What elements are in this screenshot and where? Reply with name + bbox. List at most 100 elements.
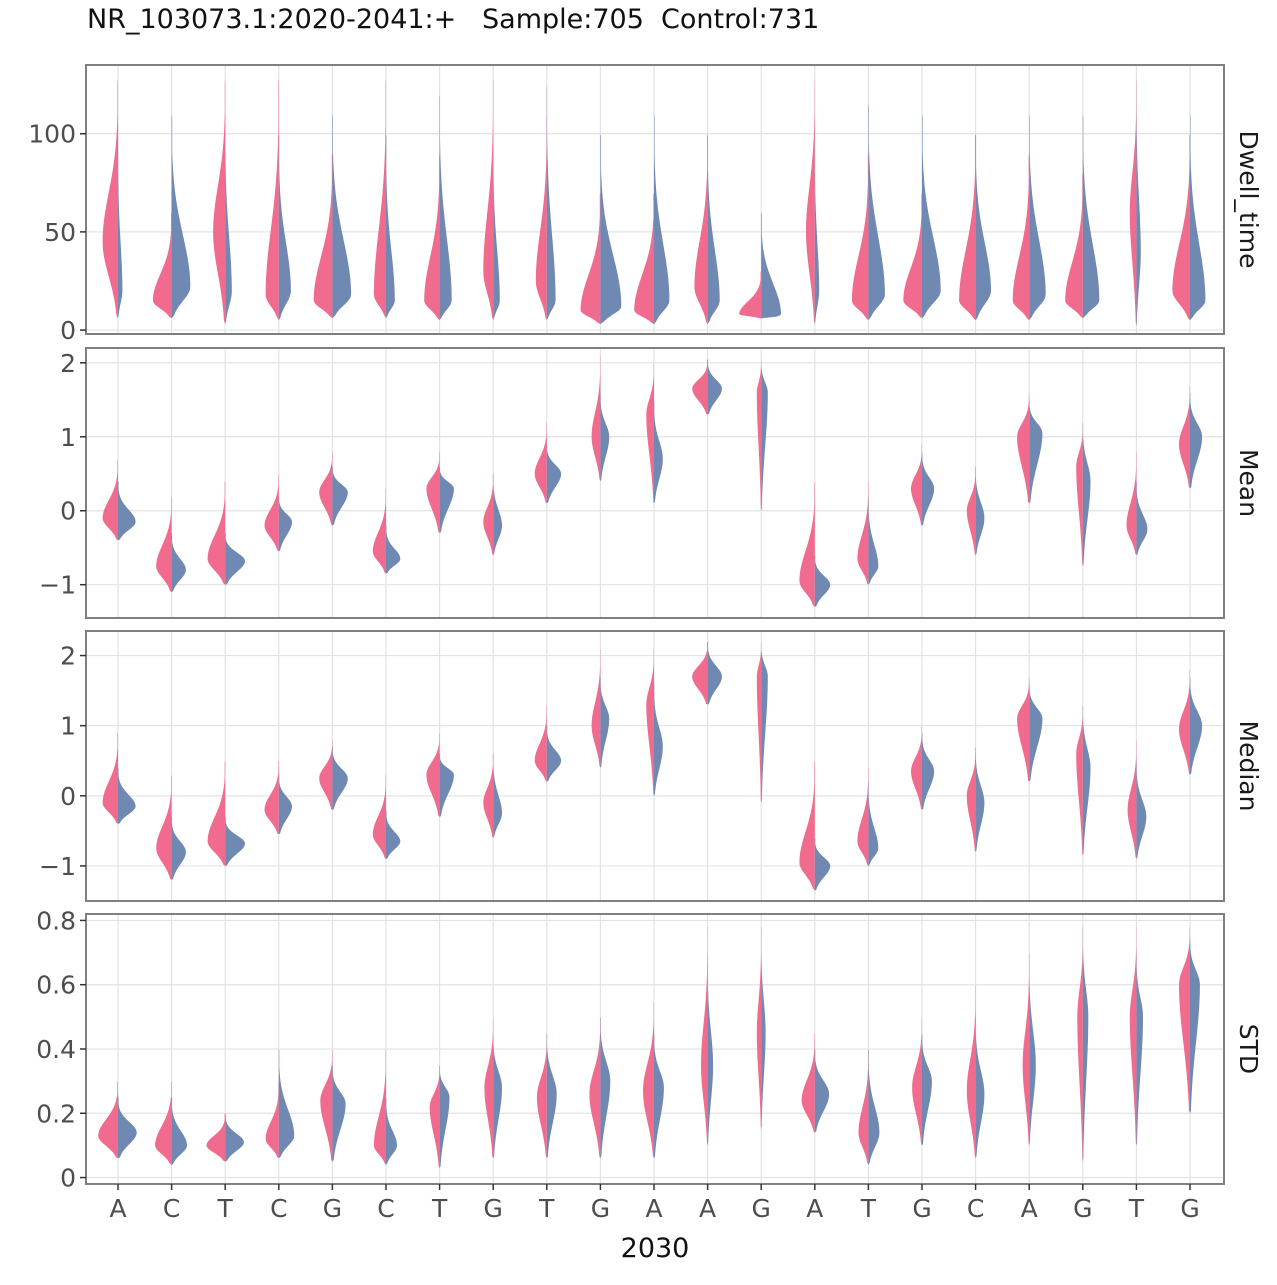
violin-control-median-2 <box>225 816 245 866</box>
violin-control-dwell_time-8 <box>546 84 556 321</box>
violin-control-std-15 <box>922 1032 932 1146</box>
violin-control-median-14 <box>868 781 879 866</box>
violin-control-std-0 <box>118 1097 137 1159</box>
violin-sample-median-10 <box>646 648 654 796</box>
violins <box>102 78 1206 327</box>
y-tick-label: −1 <box>39 852 76 881</box>
violin-control-median-18 <box>1082 704 1091 856</box>
violin-sample-median-15 <box>911 725 922 810</box>
violin-sample-std-12 <box>756 926 762 1130</box>
violin-control-dwell_time-18 <box>1082 114 1100 319</box>
violin-sample-mean-18 <box>1076 421 1083 567</box>
violin-sample-mean-2 <box>207 481 226 585</box>
violin-control-dwell_time-16 <box>975 133 991 321</box>
violin-control-std-11 <box>707 952 714 1146</box>
violin-control-mean-12 <box>761 359 768 511</box>
violin-control-std-7 <box>493 1032 502 1159</box>
violin-sample-std-11 <box>701 926 708 1146</box>
violin-control-mean-7 <box>493 473 502 556</box>
y-tick-label: 50 <box>44 218 76 247</box>
violin-control-median-8 <box>546 725 562 782</box>
violin-control-dwell_time-12 <box>761 212 781 319</box>
violin-control-mean-6 <box>439 466 454 533</box>
violin-control-mean-11 <box>707 359 722 415</box>
violin-sample-std-19 <box>1129 926 1137 1146</box>
y-tick-label: 0 <box>60 782 76 811</box>
facet-panel-mean: −1 0 1 2 Mean <box>39 347 1263 619</box>
violins <box>102 641 1203 891</box>
x-tick-label: A <box>1021 1194 1038 1223</box>
violin-control-median-20 <box>1190 676 1203 775</box>
violin-control-mean-17 <box>1029 399 1043 504</box>
violin-control-dwell_time-6 <box>439 94 452 321</box>
violin-control-median-5 <box>386 809 401 859</box>
violin-sample-std-4 <box>320 1049 333 1162</box>
violin-control-std-12 <box>761 926 766 1130</box>
violin-sample-mean-13 <box>799 481 815 607</box>
violin-control-mean-5 <box>386 525 401 574</box>
violin-sample-std-18 <box>1077 926 1083 1162</box>
violin-control-mean-15 <box>922 451 935 526</box>
x-tick-label: G <box>752 1194 771 1223</box>
strip-label-std: STD <box>1234 1024 1263 1074</box>
x-tick-label: T <box>1128 1194 1145 1223</box>
violin-control-median-16 <box>975 746 985 852</box>
x-tick-label: G <box>323 1194 342 1223</box>
violin-sample-median-7 <box>483 753 494 838</box>
y-tick-label: 0.6 <box>36 971 76 1000</box>
violin-sample-dwell_time-16 <box>959 133 976 321</box>
violin-control-mean-8 <box>546 444 562 504</box>
y-tick-label: 0.8 <box>36 906 76 935</box>
facet-panel-median: −1 0 1 2 Median <box>39 630 1263 902</box>
violin-control-std-19 <box>1136 952 1143 1146</box>
violin-sample-std-14 <box>858 1049 869 1165</box>
y-tick-label: 1 <box>60 423 76 452</box>
violin-control-median-19 <box>1136 760 1147 859</box>
y-tick-label: 0.4 <box>36 1035 76 1064</box>
violin-sample-dwell_time-8 <box>535 114 547 321</box>
y-tick-label: 0 <box>60 497 76 526</box>
violin-sample-dwell_time-11 <box>694 133 708 325</box>
violin-control-std-17 <box>1029 952 1036 1146</box>
violin-sample-mean-9 <box>591 355 601 482</box>
strip-label-mean: Mean <box>1234 449 1263 517</box>
violin-sample-dwell_time-6 <box>424 153 440 321</box>
violin-sample-std-13 <box>801 1032 815 1133</box>
violin-control-dwell_time-13 <box>814 133 820 325</box>
violin-sample-dwell_time-1 <box>152 212 172 319</box>
x-tick-label: T <box>860 1194 877 1223</box>
panel-border <box>85 347 1225 619</box>
violin-control-mean-20 <box>1190 392 1203 489</box>
violin-sample-mean-8 <box>534 421 547 504</box>
violin-sample-mean-15 <box>911 444 922 526</box>
violin-control-median-7 <box>493 753 502 838</box>
violin-sample-dwell_time-17 <box>1012 153 1030 321</box>
violin-control-median-10 <box>654 683 663 796</box>
violin-sample-std-6 <box>429 1065 440 1168</box>
violin-sample-dwell_time-13 <box>806 78 815 325</box>
violin-control-median-4 <box>332 746 348 810</box>
violin-sample-std-8 <box>536 1032 547 1159</box>
violin-control-std-3 <box>278 1049 295 1159</box>
y-tick-label: 1 <box>60 712 76 741</box>
violin-control-dwell_time-10 <box>654 114 670 325</box>
violin-sample-std-0 <box>98 1081 118 1159</box>
violin-control-std-5 <box>386 1097 397 1165</box>
violin-sample-dwell_time-4 <box>313 153 333 319</box>
panel-border <box>85 64 1225 335</box>
violin-control-std-8 <box>546 1032 557 1159</box>
violin-sample-median-4 <box>319 739 333 810</box>
violin-sample-mean-1 <box>156 495 172 593</box>
violin-control-dwell_time-5 <box>386 133 395 319</box>
x-axis-title: 2030 <box>621 1233 690 1264</box>
violin-control-std-18 <box>1082 926 1089 1162</box>
violin-sample-dwell_time-0 <box>102 78 118 319</box>
violin-sample-dwell_time-18 <box>1065 172 1083 319</box>
y-tick-label: 2 <box>60 349 76 378</box>
violin-sample-median-17 <box>1017 676 1030 782</box>
violin-sample-std-5 <box>373 1049 386 1165</box>
x-tick-label: C <box>377 1194 394 1223</box>
violin-control-dwell_time-14 <box>868 104 885 321</box>
violin-control-mean-1 <box>171 532 186 593</box>
